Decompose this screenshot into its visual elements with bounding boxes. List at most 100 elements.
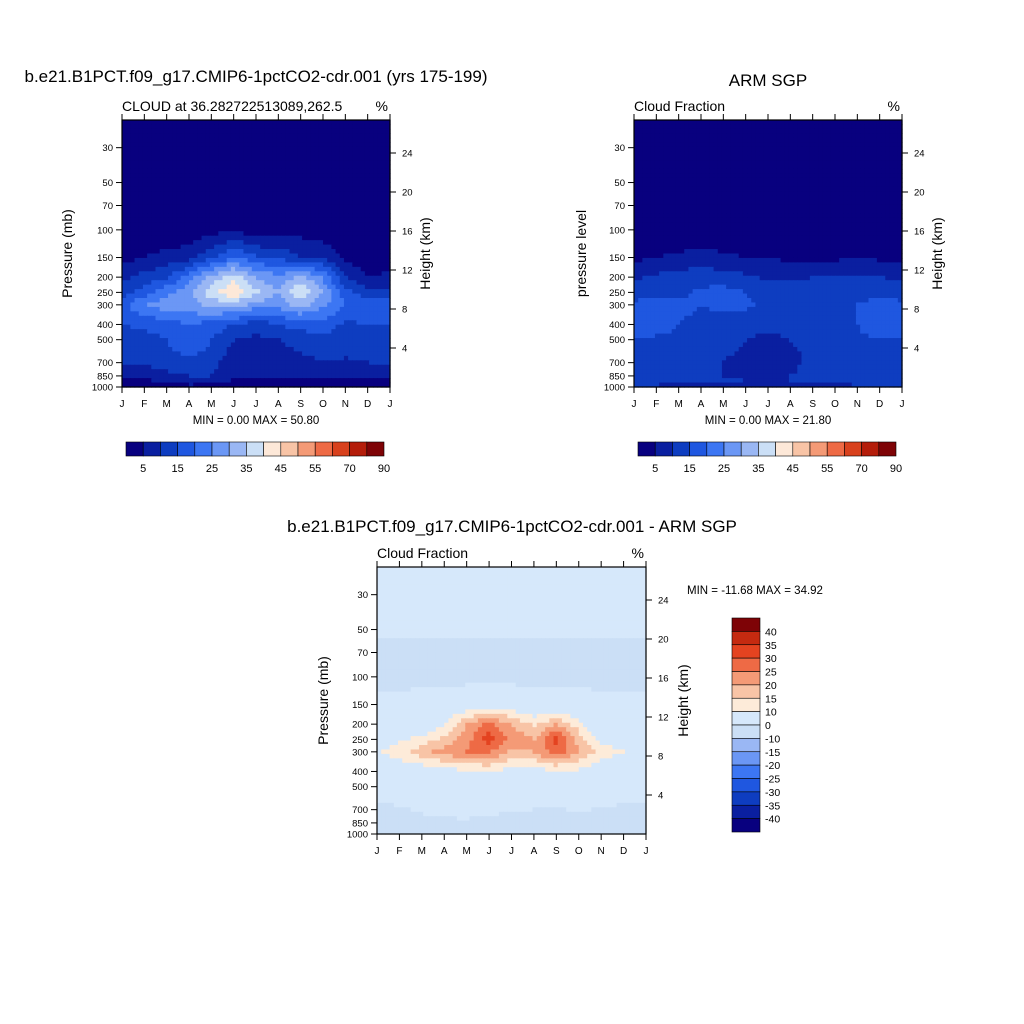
contour-cell — [159, 204, 165, 210]
contour-cell — [360, 204, 366, 210]
contour-cell — [339, 142, 345, 148]
contour-cell — [742, 160, 748, 166]
contour-cell — [289, 191, 295, 197]
contour-cell — [855, 142, 861, 148]
contour-cell — [327, 177, 332, 183]
contour-cell — [667, 120, 673, 126]
contour-cell — [209, 249, 215, 255]
colorbar-box — [160, 441, 178, 457]
contour-cell — [272, 209, 278, 215]
contour-cell — [331, 333, 337, 339]
contour-cell — [222, 191, 228, 197]
contour-cell — [168, 217, 173, 223]
contour-cell — [348, 373, 353, 379]
contour-cell — [147, 182, 152, 188]
contour-cell — [205, 315, 211, 321]
contour-cell — [281, 142, 286, 148]
contour-cell — [671, 137, 677, 143]
contour-cell — [696, 120, 702, 126]
contour-cell — [289, 355, 295, 361]
contour-cell — [381, 280, 387, 286]
contour-cell — [205, 209, 211, 215]
contour-cell — [264, 213, 270, 219]
contour-cell — [126, 284, 131, 290]
contour-cell — [134, 213, 140, 219]
contour-cell — [289, 324, 295, 330]
contour-cell — [327, 382, 332, 388]
contour-cell — [209, 320, 215, 326]
contour-cell — [230, 315, 236, 321]
contour-cell — [214, 378, 219, 384]
contour-cell — [323, 191, 328, 197]
contour-cell — [209, 155, 215, 161]
contour-cell — [189, 338, 194, 344]
contour-cell — [122, 200, 127, 206]
contour-cell — [226, 142, 232, 148]
contour-cell — [717, 177, 723, 183]
contour-cell — [209, 213, 215, 219]
contour-cell — [239, 382, 245, 388]
contour-cell — [822, 142, 828, 148]
contour-cell — [138, 311, 144, 317]
contour-cell — [373, 209, 379, 215]
contour-cell — [214, 222, 219, 228]
contour-cell — [788, 186, 794, 192]
contour-cell — [327, 275, 332, 281]
contour-cell — [373, 235, 379, 241]
contour-cell — [822, 182, 828, 188]
contour-cell — [230, 266, 236, 272]
contour-cell — [314, 298, 320, 304]
contour-cell — [147, 240, 152, 246]
contour-cell — [193, 333, 198, 339]
contour-cell — [356, 146, 362, 152]
contour-cell — [809, 151, 815, 157]
contour-cell — [318, 235, 324, 241]
contour-cell — [776, 186, 782, 192]
contour-cell — [247, 342, 253, 348]
contour-cell — [289, 164, 295, 170]
contour-cell — [243, 142, 249, 148]
contour-cell — [768, 160, 773, 166]
contour-cell — [281, 342, 286, 348]
contour-cell — [130, 120, 136, 126]
contour-cell — [138, 226, 144, 232]
contour-cell — [205, 311, 211, 317]
contour-cell — [327, 168, 332, 174]
contour-cell — [180, 191, 186, 197]
contour-cell — [205, 160, 211, 166]
contour-cell — [327, 155, 332, 161]
contour-cell — [272, 302, 278, 308]
contour-cell — [364, 155, 370, 161]
contour-cell — [297, 155, 303, 161]
contour-cell — [172, 298, 178, 304]
contour-cell — [314, 338, 320, 344]
contour-cell — [285, 346, 291, 352]
contour-cell — [214, 324, 219, 330]
contour-cell — [159, 280, 165, 286]
contour-cell — [302, 257, 307, 263]
contour-cell — [675, 133, 681, 139]
contour-cell — [306, 253, 312, 259]
contour-cell — [138, 378, 144, 384]
contour-cell — [763, 124, 769, 130]
contour-cell — [297, 369, 303, 375]
contour-cell — [331, 213, 337, 219]
contour-cell — [209, 298, 215, 304]
contour-cell — [180, 289, 186, 295]
contour-cell — [688, 173, 694, 179]
contour-cell — [239, 244, 245, 250]
contour-cell — [755, 146, 761, 152]
contour-cell — [675, 128, 681, 134]
contour-cell — [302, 240, 307, 246]
contour-cell — [260, 338, 265, 344]
contour-cell — [201, 266, 207, 272]
contour-cell — [243, 177, 249, 183]
contour-cell — [663, 160, 669, 166]
contour-cell — [784, 186, 790, 192]
contour-cell — [230, 346, 236, 352]
contour-cell — [768, 142, 773, 148]
contour-cell — [289, 177, 295, 183]
contour-cell — [142, 177, 148, 183]
contour-cell — [193, 289, 198, 295]
contour-cell — [159, 320, 165, 326]
